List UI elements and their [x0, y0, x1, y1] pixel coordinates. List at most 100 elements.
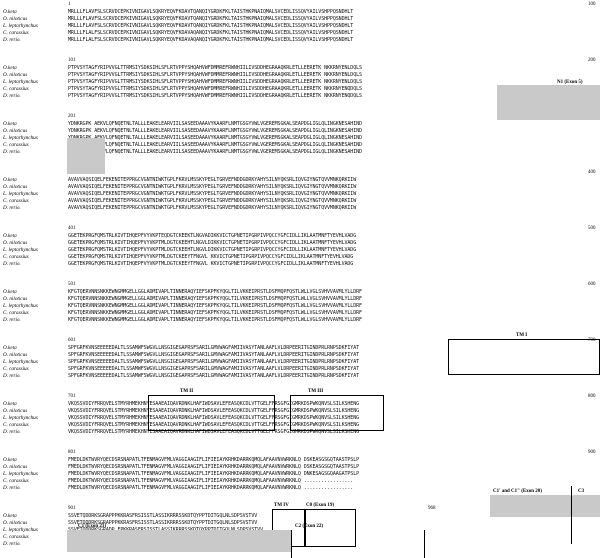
species-label: L. leptorhynchus	[3, 471, 38, 477]
species-label: O. niloticus	[3, 296, 28, 302]
c2-label: C2 (Exon 22)	[295, 524, 324, 529]
sequence-row: AVAVVAQSIQELFEKENITEPPRGCVGNTNIWKTGPLFKR…	[68, 184, 357, 190]
species-label: L. leptorhynchus	[3, 135, 38, 141]
block-start-position: 201	[68, 114, 76, 119]
sequence-row: YDNKRGPK AEKVLQFNQETNLTALLLEAKELEARVIILS…	[68, 135, 362, 141]
sequence-row: PTPVSYTAGFYRIPVVGLTTRMSIYSDKSIHLSFLRTVPP…	[68, 65, 362, 71]
sequence-row: VKQSSVDIYFRRQVELSTMYRHMEKHNYESAAEAIQAVRD…	[68, 422, 360, 428]
species-label: O.keta	[3, 513, 17, 519]
sequence-row: PTPVSYTAGFYRIPVVGLTTRMSIYSDKSIHLSFLRTVPP…	[68, 93, 362, 99]
species-label: O.keta	[3, 233, 17, 239]
species-label: C. carassius	[3, 534, 29, 540]
block-end-position: 700	[588, 338, 596, 343]
tm2-box	[148, 395, 275, 431]
species-label: L. leptorhynchus	[3, 23, 38, 29]
species-label: O. niloticus	[3, 128, 28, 134]
sequence-row: KFGTQERVNNSNKKEWNGMMGELLGGLADMIVAPLTINNE…	[68, 296, 362, 302]
sequence-row: AVAVVAQSIQELFEKENITEPPRGCVGNTNIWKTGPLFKR…	[68, 198, 357, 204]
species-label: D. rerio.	[3, 149, 21, 155]
species-label: C. carassius	[3, 198, 29, 204]
sequence-row: VKQSSVDIYFRRQVELSTMYRHMEKHNYESAAEAIQAVRD…	[68, 408, 360, 414]
species-label: O. niloticus	[3, 16, 28, 22]
species-label: D. rerio.	[3, 373, 21, 379]
tm2-label: TM II	[180, 389, 194, 394]
species-label: O. niloticus	[3, 520, 28, 526]
sequence-row: VKQSSVDIYFRRQVELSTMYRHMEKHNYESAAEAIQAVRD…	[68, 429, 360, 435]
block-start-position: 1	[68, 2, 71, 7]
sequence-row: SPFGRFKVNSEEEEEDALTLSSAMWFSWGVLLNSGIGEGA…	[68, 373, 360, 379]
c2-divider	[291, 530, 292, 558]
sequence-row: AVAVVAQSIQELFEKENITEPPRGCVGNTNIWKTGPLFKR…	[68, 205, 357, 211]
sequence-row: MRLLLFLAVFSLSCRVDCEPKIVNIGAVLSQKRYEQVFKD…	[68, 9, 354, 15]
block-start-position: 601	[68, 338, 76, 343]
sequence-row: GGETEKPRGFQMSTRLKIVTIHQEPFVYVKPTEQDGTCKE…	[68, 233, 357, 239]
block-start-position: 901	[68, 506, 76, 511]
species-label: C. carassius	[3, 366, 29, 372]
species-label: L. leptorhynchus	[3, 303, 38, 309]
block-end-position: 968	[428, 506, 436, 511]
species-label: O. niloticus	[3, 72, 28, 78]
block-end-position: 100	[588, 2, 596, 7]
sequence-row: SPFGRFKVNSEEEEEDALTLSSAMWFSWGVLLNSGIGEGA…	[68, 352, 360, 358]
block-end-position: 200	[588, 58, 596, 63]
species-label: C. carassius	[3, 310, 29, 316]
species-label: L. leptorhynchus	[3, 415, 38, 421]
sequence-row: GGETEKPRGFQMSTRLKIVTIHQEPFVYVKPTMLDGTCKE…	[68, 254, 354, 260]
tm3-label: TM III	[308, 389, 324, 394]
sequence-row: FDNKRGPK AEKVLQFNQETNLTALLLEAKELEARVIILS…	[68, 149, 362, 155]
sequence-row: MRLLLFLAVFSLSCRVDCEPKIVNIGAVLSQKRYEQVFKD…	[68, 23, 354, 29]
species-label: O. niloticus	[3, 184, 28, 190]
block-end-position: 500	[588, 226, 596, 231]
species-label: O. niloticus	[3, 464, 28, 470]
sequence-row: MRLLLFLALFSLSCRVDCEPKIVNIGAVLSQKRYEQVFKD…	[68, 30, 354, 36]
species-label: D. rerio.	[3, 93, 21, 99]
species-label: C. carassius	[3, 30, 29, 36]
species-label: O.keta	[3, 345, 17, 351]
tm4-label: TM IV	[274, 503, 289, 508]
species-label: D. rerio.	[3, 429, 21, 435]
sequence-row: YDNKRGPK AEKVLQFNQETNLTALLLEAKELEARVIILS…	[68, 128, 362, 134]
sequence-row: KFGTQERVNNSNKKEWNGMMGELLGGLADMIVAPLTINNE…	[68, 310, 362, 316]
sequence-row: MRLLLFLAVFSLSCRVDCEPKIVNIGAVLSQKRYEQVFKD…	[68, 16, 354, 22]
sequence-row: GGETEKPRGFQMSTRLKIVTIHQEPFVYVKPTMLDGTCKE…	[68, 261, 354, 267]
c1-label: C1 (Exon 21)	[78, 524, 107, 529]
species-label: O.keta	[3, 457, 17, 463]
species-label: O. niloticus	[3, 240, 28, 246]
block-end-position: 400	[588, 170, 596, 175]
sequence-row: SSVETQDDRKSGRAPPPKKRASFRSISSTLASSIKRRRSS…	[68, 513, 258, 519]
sequence-row: YDNKRGPK AEKVLQFNQETNLTALLLEAKELEARVIILS…	[68, 121, 362, 127]
block-start-position: 401	[68, 226, 76, 231]
sequence-row: FDNKRGPK AEKVLQFNQETNLTALLLEAKELEARVIILS…	[68, 142, 362, 148]
species-label: C. carassius	[3, 422, 29, 428]
species-label: C. carassius	[3, 86, 29, 92]
sequence-row: PTPVSYTAGFYRIPVVGLTTRMSIYSDKSIHLSFLRTVPP…	[68, 86, 362, 92]
species-label: D. rerio.	[3, 205, 21, 211]
c3-label: C3	[578, 489, 585, 494]
species-label: D. rerio.	[3, 541, 21, 547]
species-label: O.keta	[3, 401, 17, 407]
sequence-row: MRLLLFLALFSLSCRVDCEPKIVNIGAVLSQKRYEQVFKD…	[68, 37, 354, 43]
sequence-row: FMEDLDKTWVRYQECDSRSNAPATLTFENMAGVFMLVAGG…	[68, 471, 360, 477]
sequence-row: AVAVVAQSIQELFEKENITEPPRGCVGNTNIWKTGPLFKR…	[68, 191, 357, 197]
tm1-label: TM I	[516, 333, 528, 338]
species-label: D. rerio.	[3, 37, 21, 43]
block-start-position: 101	[68, 58, 76, 63]
sequence-row: GGETEKPRGFQMSTRLKIVTIHQEPFVYVKPTMLDGTCKE…	[68, 247, 357, 253]
tm1-box	[448, 339, 600, 375]
sequence-row: FMEDLDKTWVRYQECDSRSNAPATLTFENMAGVFMLVAGG…	[68, 478, 354, 484]
n1-exon5-shade	[497, 85, 600, 120]
species-label: O.keta	[3, 289, 17, 295]
sequence-row: VKQSSVDIYFRRQVELSTMYRHMEKHNYESAAEAIQAVRD…	[68, 401, 360, 407]
species-label: C. carassius	[3, 478, 29, 484]
tm3-box	[290, 395, 384, 431]
n1-continuation-shade	[67, 138, 105, 174]
block-end-position: 900	[588, 450, 596, 455]
sequence-row: FMEDLDKTWVRYQECDSRSNAPATLTFENMAGVFMLVAGG…	[68, 457, 360, 463]
species-label: D. rerio.	[3, 261, 21, 267]
c0-box	[304, 509, 356, 547]
species-label: D. rerio.	[3, 317, 21, 323]
c1-exon21-shade	[67, 530, 291, 552]
sequence-row: KFGTQERVNNSNKKEWNGMMGELLGGLADMIVAPLTINNE…	[68, 317, 362, 323]
block-start-position: 501	[68, 282, 76, 287]
sequence-row: SPFGRFKVNSEEEEEDALTLSSAMWFSWGVLLNSGIGEGA…	[68, 359, 360, 365]
